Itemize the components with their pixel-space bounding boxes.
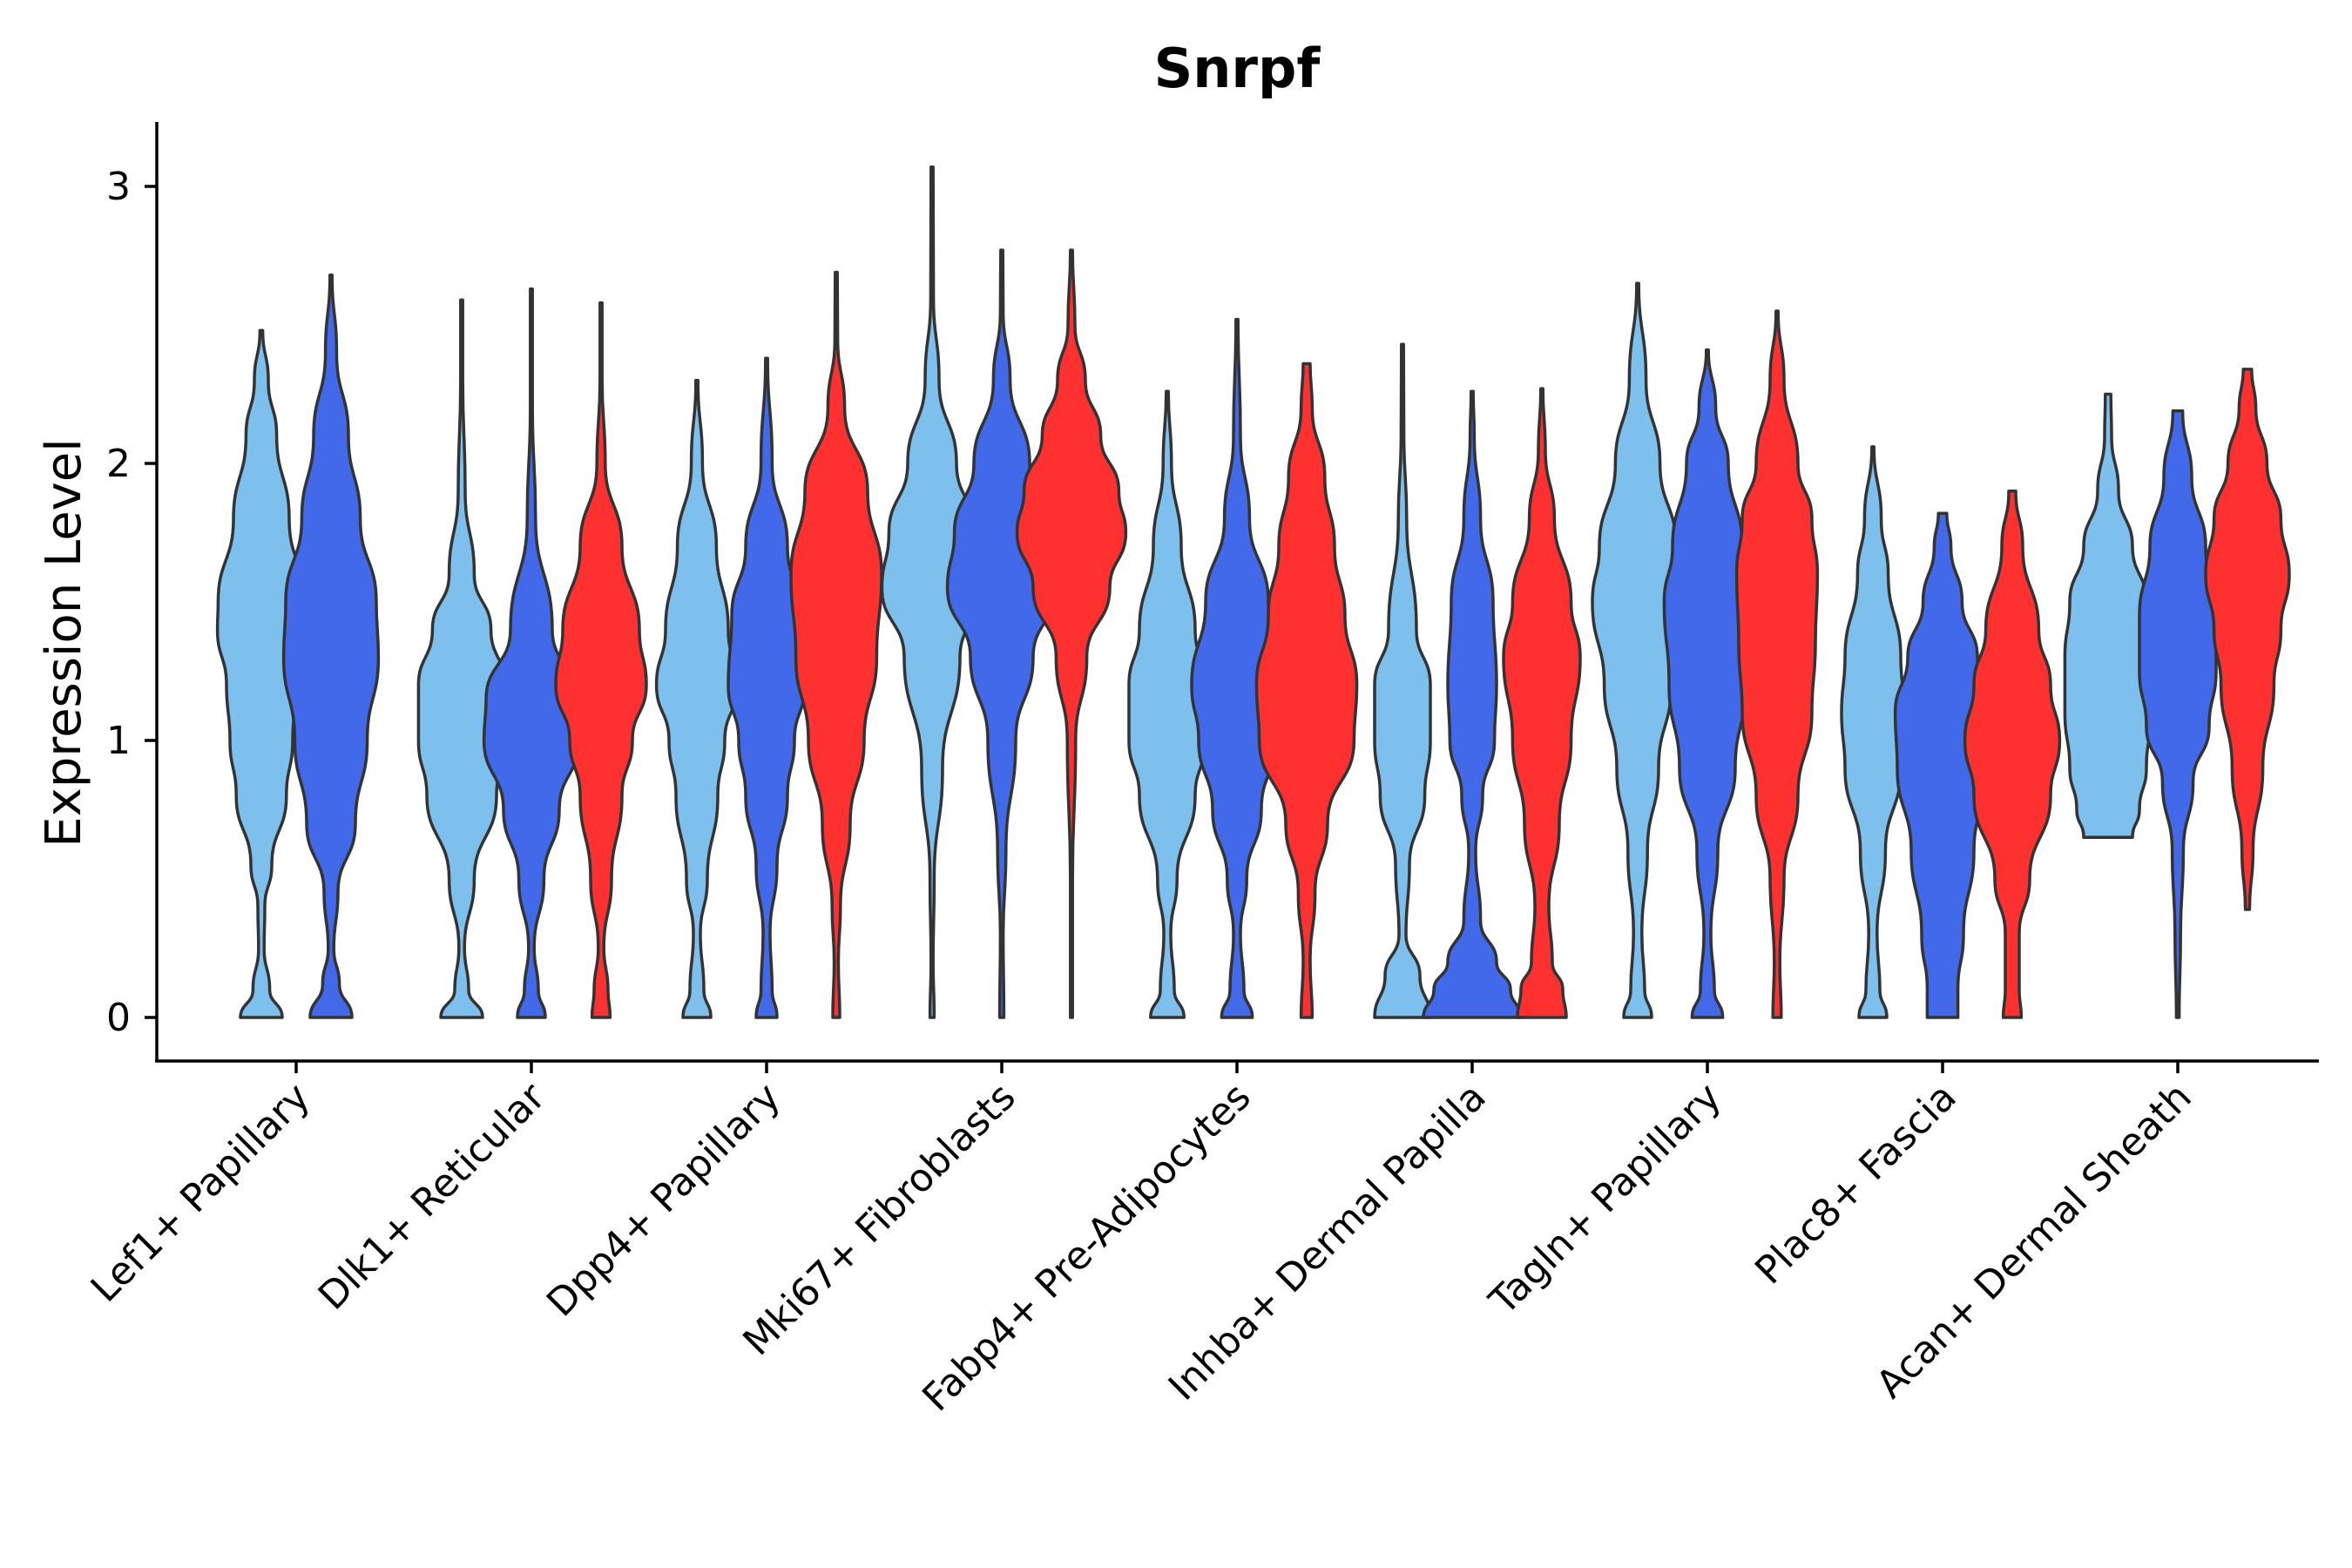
violin-blue-cat-1 bbox=[482, 287, 581, 1019]
violin-blue-cat-2 bbox=[727, 356, 807, 1019]
violin-red-cat-5 bbox=[1502, 387, 1582, 1019]
violin-blue-cat-0 bbox=[281, 274, 381, 1019]
violin-red-cat-2 bbox=[789, 270, 883, 1019]
violin-light-cat-3 bbox=[880, 165, 984, 1019]
violin-red-cat-7 bbox=[1963, 490, 2062, 1019]
violin-red-cat-1 bbox=[554, 301, 648, 1019]
y-ticks-group: 0 1 2 3 bbox=[106, 165, 157, 1040]
x-tick-label: Lef1+ Papillary bbox=[83, 1075, 319, 1311]
violin-blue-cat-3 bbox=[945, 248, 1058, 1019]
violin-blue-cat-6 bbox=[1662, 348, 1753, 1019]
violin-light-cat-5 bbox=[1373, 342, 1432, 1019]
violin-blue-cat-5 bbox=[1422, 389, 1523, 1019]
y-tick-label-3: 3 bbox=[106, 165, 131, 209]
x-tick-label: Dlk1+ Reticular bbox=[310, 1074, 555, 1319]
violin-red-cat-4 bbox=[1254, 362, 1359, 1019]
violin-light-cat-0 bbox=[215, 328, 308, 1019]
y-axis-label: Expression Level bbox=[36, 438, 92, 848]
violin-red-cat-6 bbox=[1734, 309, 1820, 1019]
violin-blue-cat-7 bbox=[1893, 511, 1992, 1019]
violin-blue-cat-8 bbox=[2138, 409, 2218, 1019]
x-tick-label: Plac8+ Fascia bbox=[1747, 1075, 1965, 1294]
violin-light-cat-1 bbox=[416, 298, 507, 1019]
x-tick-label: Dpp4+ Papillary bbox=[538, 1075, 789, 1326]
y-tick-label-0: 0 bbox=[106, 996, 131, 1040]
y-tick-label-1: 1 bbox=[106, 719, 131, 763]
violin-red-cat-8 bbox=[2204, 368, 2291, 911]
violin-light-cat-6 bbox=[1591, 281, 1685, 1019]
x-tick-label: Tagln+ Papillary bbox=[1481, 1075, 1730, 1324]
violin-blue-cat-4 bbox=[1190, 317, 1284, 1019]
violins-group bbox=[215, 165, 2291, 1019]
y-tick-label-2: 2 bbox=[106, 442, 131, 486]
violin-light-cat-7 bbox=[1840, 445, 1906, 1019]
violin-red-cat-3 bbox=[1015, 248, 1128, 1019]
chart-title: Snrpf bbox=[1154, 37, 1321, 100]
violin-light-cat-2 bbox=[654, 378, 740, 1019]
violin-light-cat-4 bbox=[1127, 389, 1207, 1019]
